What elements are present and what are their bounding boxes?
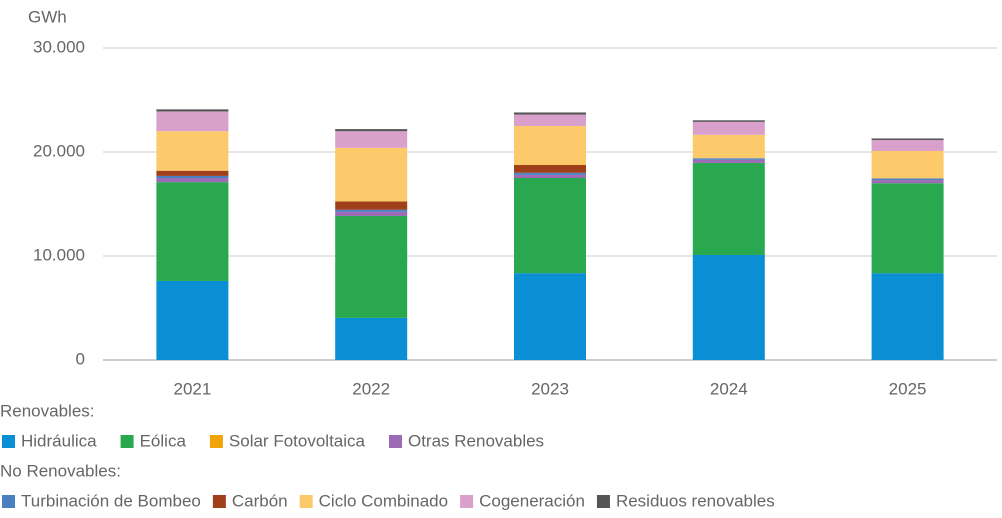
bar-segment xyxy=(871,183,944,274)
bar-segment xyxy=(335,201,408,210)
bar-segment xyxy=(514,172,586,175)
bar-segment xyxy=(871,273,944,360)
x-tick-label: 2023 xyxy=(531,379,569,398)
legend-label: Hidráulica xyxy=(21,431,97,450)
bar-segment xyxy=(156,280,229,360)
bar-segment xyxy=(871,180,944,184)
bar-segment xyxy=(335,215,408,318)
bar-segment xyxy=(514,165,586,173)
bar-segment xyxy=(692,158,765,160)
bar-segment xyxy=(156,182,229,281)
legend-swatch xyxy=(120,435,134,448)
legend-label: Otras Renovables xyxy=(408,431,544,450)
y-tick-label: 20.000 xyxy=(33,141,85,160)
legend-swatch xyxy=(596,495,610,508)
bar-segment xyxy=(514,112,586,115)
y-tick-label: 0 xyxy=(76,349,85,368)
bar-segment xyxy=(156,131,229,171)
legend-group-title: Renovables: xyxy=(0,401,95,420)
bar-segment xyxy=(692,120,765,122)
bar-segment xyxy=(692,121,765,135)
bar-segment xyxy=(335,211,408,216)
legend-label: Turbinación de Bombeo xyxy=(21,491,201,510)
bar-segment xyxy=(692,134,765,159)
legend-label: Cogeneración xyxy=(479,491,585,510)
bar-segment xyxy=(871,150,944,179)
bar-segment xyxy=(514,178,586,274)
bar-segment xyxy=(156,111,229,132)
bar-segment xyxy=(514,174,586,178)
bar-segment xyxy=(514,273,586,360)
bar-segment xyxy=(871,138,944,141)
x-tick-label: 2022 xyxy=(352,379,390,398)
legend-swatch xyxy=(388,435,402,448)
x-tick-label: 2025 xyxy=(889,379,927,398)
legend-swatch xyxy=(460,495,474,508)
x-tick-label: 2021 xyxy=(173,379,211,398)
bar-segment xyxy=(156,170,229,176)
bar-segment xyxy=(335,209,408,212)
bar-segment xyxy=(156,175,229,178)
bar-segment xyxy=(692,159,765,163)
y-axis-label: GWh xyxy=(28,7,67,26)
bar-segment xyxy=(156,178,229,183)
legend-swatch xyxy=(212,495,226,508)
bar-segment xyxy=(871,140,944,151)
legend-label: Solar Fotovoltaica xyxy=(229,431,366,450)
bar-segment xyxy=(871,178,944,181)
legend-label: Residuos renovables xyxy=(616,491,775,510)
bar-segment xyxy=(514,114,586,126)
legend-swatch xyxy=(2,435,15,448)
legend-label: Ciclo Combinado xyxy=(319,491,448,510)
y-tick-label: 10.000 xyxy=(33,245,85,264)
y-tick-label: 30.000 xyxy=(33,37,85,56)
legend-swatch xyxy=(2,495,15,508)
legend-swatch xyxy=(299,495,313,508)
x-tick-label: 2024 xyxy=(710,379,748,398)
bar-segment xyxy=(335,131,408,148)
legend-label: Carbón xyxy=(232,491,288,510)
bar-segment xyxy=(335,129,408,132)
legend-swatch xyxy=(209,435,223,448)
bar-segment xyxy=(335,147,408,202)
bar-segment xyxy=(156,109,229,112)
legend-label: Eólica xyxy=(140,431,187,450)
bar-segment xyxy=(514,126,586,165)
bar-segment xyxy=(692,254,765,360)
legend-group-title: No Renovables: xyxy=(0,461,121,480)
bar-segment xyxy=(692,162,765,255)
bar-segment xyxy=(335,317,408,360)
